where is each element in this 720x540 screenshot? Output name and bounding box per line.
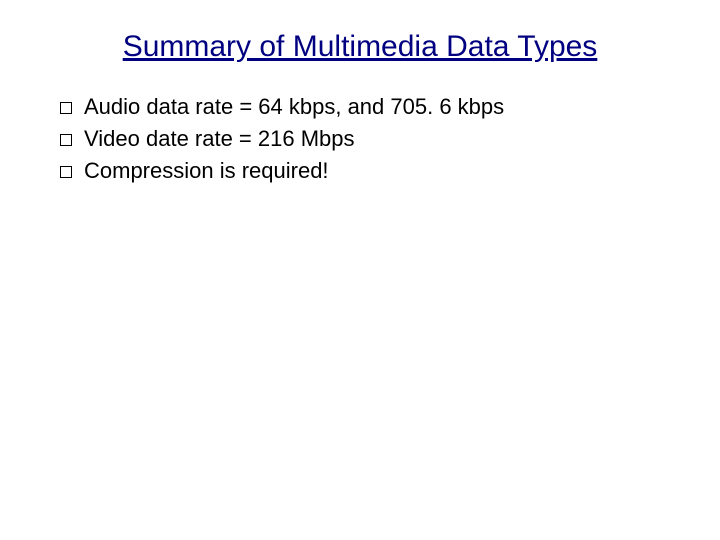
- bullet-text: Audio data rate = 64 kbps, and 705. 6 kb…: [84, 94, 504, 120]
- square-bullet-icon: [60, 166, 72, 178]
- list-item: Video date rate = 216 Mbps: [60, 126, 680, 152]
- square-bullet-icon: [60, 134, 72, 146]
- list-item: Audio data rate = 64 kbps, and 705. 6 kb…: [60, 94, 680, 120]
- slide-title: Summary of Multimedia Data Types: [40, 30, 680, 64]
- bullet-text: Compression is required!: [84, 158, 329, 184]
- bullet-text: Video date rate = 216 Mbps: [84, 126, 355, 152]
- bullet-list: Audio data rate = 64 kbps, and 705. 6 kb…: [40, 94, 680, 184]
- list-item: Compression is required!: [60, 158, 680, 184]
- square-bullet-icon: [60, 102, 72, 114]
